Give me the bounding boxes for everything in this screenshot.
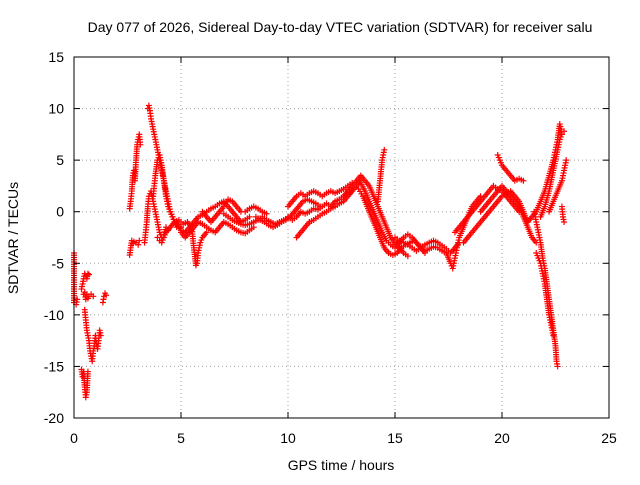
data-point: [103, 292, 110, 299]
data-point: [404, 253, 411, 260]
x-tick-label: 25: [601, 430, 617, 446]
x-tick-label: 15: [387, 430, 403, 446]
data-point: [137, 141, 144, 148]
y-tick-label: 10: [48, 101, 64, 117]
data-point: [563, 157, 570, 164]
y-axis-label: SDTVAR / TECUs: [5, 182, 21, 294]
data-point: [550, 332, 557, 339]
data-point: [263, 210, 270, 217]
y-tick-label: -15: [44, 358, 64, 374]
data-point: [85, 271, 92, 278]
x-axis-label: GPS time / hours: [288, 457, 395, 473]
data-point: [84, 368, 91, 375]
data-point: [561, 219, 568, 226]
data-point: [154, 234, 161, 241]
data-point: [246, 213, 253, 220]
series-sdtvar: [71, 102, 570, 401]
x-tick-label: 5: [177, 430, 185, 446]
data-point: [381, 146, 388, 153]
y-tick-label: 5: [56, 152, 64, 168]
x-tick-label: 0: [70, 430, 78, 446]
y-tick-label: -10: [44, 307, 64, 323]
data-point: [250, 224, 257, 231]
data-point: [97, 332, 104, 339]
x-tick-label: 10: [280, 430, 296, 446]
data-point: [520, 177, 527, 184]
y-tick-label: 0: [56, 204, 64, 220]
data-point: [84, 270, 91, 277]
data-point: [554, 363, 561, 370]
x-tick-label: 20: [494, 430, 510, 446]
chart-title: Day 077 of 2026, Sidereal Day-to-day VTE…: [88, 19, 593, 35]
data-point: [135, 241, 142, 248]
data-layer: [71, 102, 570, 401]
data-point: [561, 128, 568, 135]
plot-frame: [73, 56, 610, 419]
y-tick-label: -5: [52, 255, 65, 271]
y-tick-label: 15: [48, 49, 64, 65]
data-point: [90, 293, 97, 300]
data-point: [203, 229, 210, 236]
data-point: [136, 237, 143, 244]
data-point: [74, 296, 81, 303]
tick-layer: 0 5 10 15 20 25 -20 -15 -10 -5 0 5 10 15: [44, 49, 617, 446]
data-point: [558, 131, 565, 138]
y-tick-label: -20: [44, 410, 64, 426]
grid-layer: [74, 57, 609, 418]
